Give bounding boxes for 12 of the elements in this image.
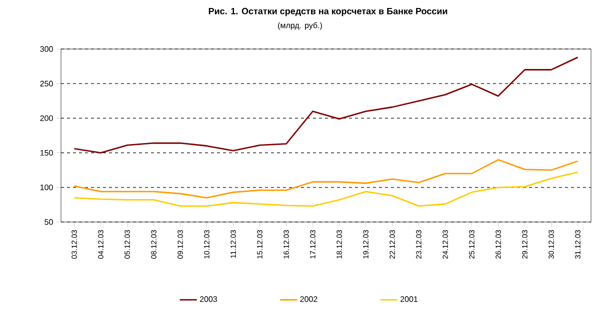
chart-title: Рис. 1. Остатки средств на корсчетах в Банке России (208, 8, 448, 16)
y-tick-label: 300 (40, 46, 53, 52)
y-tick-label: 100 (40, 184, 53, 190)
y-tick-label: 150 (40, 150, 53, 156)
legend-label: 2001 (400, 296, 418, 302)
y-tick-label: 250 (40, 80, 53, 86)
chart-subtitle: (млрд. руб.) (278, 22, 322, 30)
legend-label: 2002 (300, 296, 318, 302)
y-tick-label: 200 (40, 115, 53, 122)
y-tick-label: 50 (44, 219, 53, 225)
line-series (74, 56, 578, 154)
legend-label: 2003 (200, 296, 218, 302)
